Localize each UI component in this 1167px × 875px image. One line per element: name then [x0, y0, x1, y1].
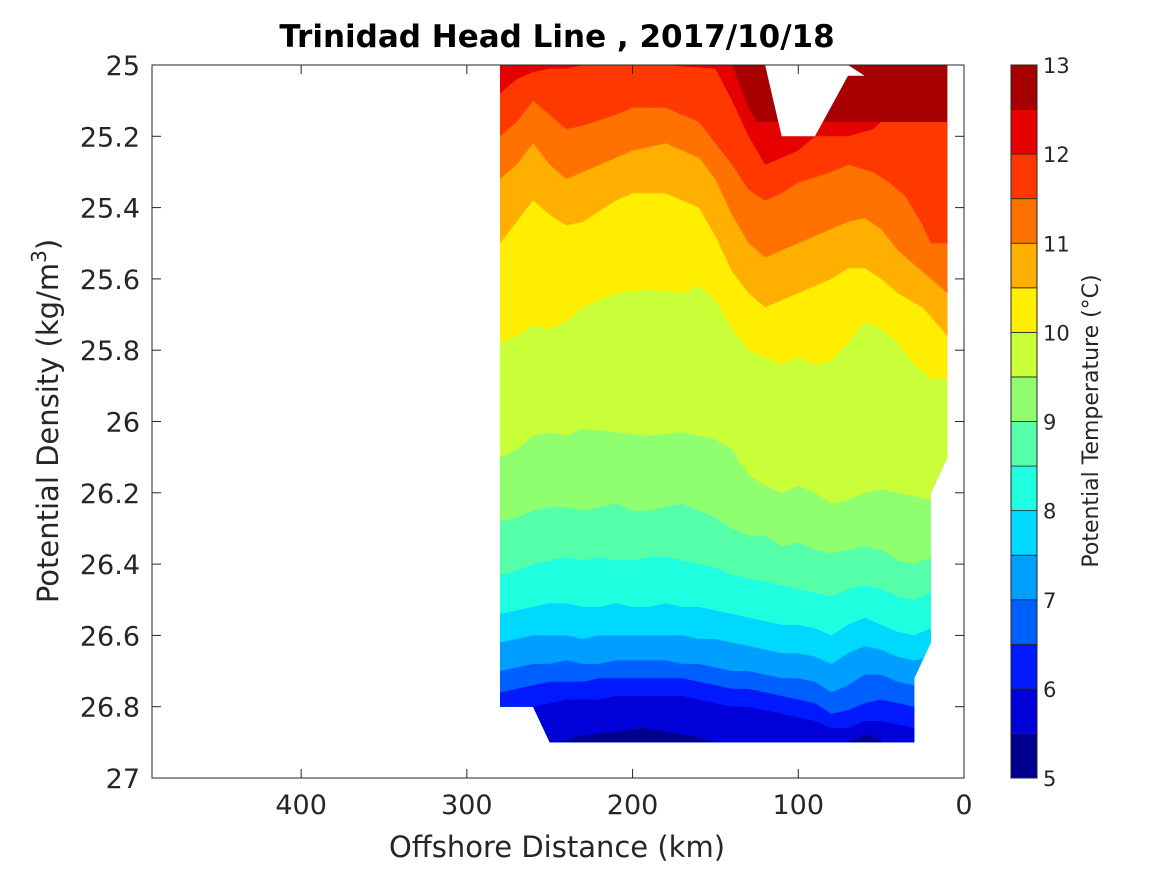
- colorbar-swatch: [1010, 510, 1038, 556]
- chart-title: Trinidad Head Line , 2017/10/18: [279, 19, 834, 55]
- x-tick-label: 0: [955, 790, 972, 821]
- contour-band-6: [500, 696, 948, 743]
- x-axis-ticks: 400 300 200 100 0: [275, 65, 973, 821]
- colorbar-ticks: 5 6 7 8 9 10 11 12 13: [1043, 54, 1070, 791]
- colorbar: 5 6 7 8 9 10 11 12 13: [1010, 54, 1070, 791]
- plot-area: 400 300 200 100 0 25 25.2 25.4 25.6 25.8 26 26.2 26…: [80, 51, 973, 821]
- colorbar-swatch: [1010, 287, 1038, 333]
- colorbar-swatch: [1010, 242, 1038, 289]
- colorbar-swatch: [1010, 153, 1038, 200]
- x-tick-label: 200: [607, 790, 659, 821]
- x-tick-label: 400: [275, 790, 327, 821]
- colorbar-swatch: [1010, 421, 1038, 467]
- colorbar-swatch: [1010, 733, 1038, 779]
- colorbar-swatch: [1010, 198, 1038, 244]
- colorbar-tick-label: 6: [1043, 678, 1056, 702]
- x-axis-label: Offshore Distance (km): [389, 830, 725, 864]
- colorbar-swatch: [1010, 465, 1038, 512]
- colorbar-swatch: [1010, 331, 1038, 378]
- x-tick-label: 100: [773, 790, 825, 821]
- y-axis-label: Potential Density (kg/m3): [27, 239, 65, 603]
- y-axis-label-main: Potential Density (kg/m: [31, 263, 65, 603]
- y-tick-label: 26.6: [80, 621, 140, 652]
- colorbar-tick-label: 12: [1043, 143, 1070, 167]
- colorbar-label: Potential Temperature (°C): [1079, 274, 1104, 567]
- y-axis-label-superscript: 3: [27, 250, 51, 263]
- y-tick-label: 26.2: [80, 479, 140, 510]
- y-tick-label: 26.4: [80, 550, 140, 581]
- y-tick-label: 25.2: [80, 122, 140, 153]
- colorbar-swatch: [1010, 599, 1038, 645]
- x-tick-label: 300: [441, 790, 493, 821]
- y-tick-label: 25: [106, 51, 140, 82]
- y-tick-label: 25.8: [80, 336, 140, 367]
- colorbar-swatch: [1010, 64, 1038, 110]
- colorbar-frame: [1010, 64, 1038, 779]
- contour-band-5-5: [500, 728, 948, 743]
- colorbar-swatches: [1010, 64, 1038, 779]
- y-tick-label: 25.6: [80, 265, 140, 296]
- y-tick-label: 26: [106, 408, 140, 439]
- colorbar-tick-label: 13: [1043, 54, 1070, 78]
- y-tick-label: 26.8: [80, 693, 140, 724]
- colorbar-swatch: [1010, 643, 1038, 690]
- contour-blank-region: [732, 65, 865, 137]
- colorbar-tick-label: 11: [1043, 232, 1070, 256]
- colorbar-swatch: [1010, 109, 1038, 155]
- colorbar-tick-label: 5: [1043, 767, 1056, 791]
- y-axis-label-close: ): [31, 239, 65, 250]
- colorbar-swatch: [1010, 688, 1038, 734]
- colorbar-swatch: [1010, 376, 1038, 422]
- y-tick-label: 27: [106, 764, 140, 795]
- colorbar-swatch: [1010, 554, 1038, 601]
- contour-fill-layers: [500, 65, 948, 743]
- y-axis-ticks: 25 25.2 25.4 25.6 25.8 26 26.2 26.4 26.6 26.8 27: [80, 51, 964, 795]
- colorbar-tick-label: 8: [1043, 500, 1056, 524]
- colorbar-tick-label: 7: [1043, 589, 1056, 613]
- y-tick-label: 25.4: [80, 194, 140, 225]
- colorbar-tick-label: 9: [1043, 411, 1056, 435]
- colorbar-tick-label: 10: [1043, 321, 1070, 345]
